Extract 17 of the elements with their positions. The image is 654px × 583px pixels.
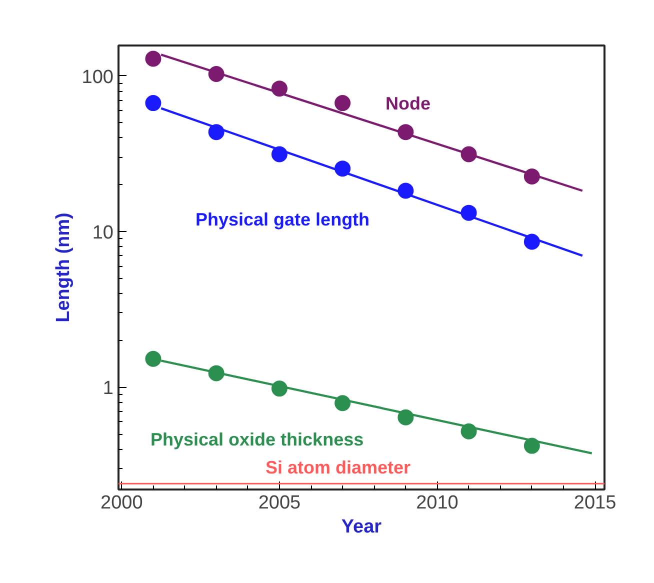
series-label: Physical oxide thickness <box>150 430 364 450</box>
x-axis-title: Year <box>341 516 382 538</box>
point <box>334 95 351 112</box>
series-label: Node <box>386 94 430 114</box>
point <box>145 50 162 67</box>
point <box>145 95 162 112</box>
ref-line-label: Si atom diameter <box>266 458 411 478</box>
point <box>145 350 162 367</box>
y-tick-label: 1 <box>102 378 114 400</box>
series-label: Physical gate length <box>196 210 370 230</box>
x-tick-label: 2010 <box>416 492 458 514</box>
x-tick-label: 2015 <box>574 492 616 514</box>
x-tick-label: 2005 <box>258 492 301 514</box>
y-tick-label: 100 <box>82 66 114 88</box>
y-axis-title: Length (nm) <box>52 212 74 322</box>
y-tick-label: 10 <box>92 222 114 244</box>
x-tick-label: 2000 <box>100 492 143 514</box>
